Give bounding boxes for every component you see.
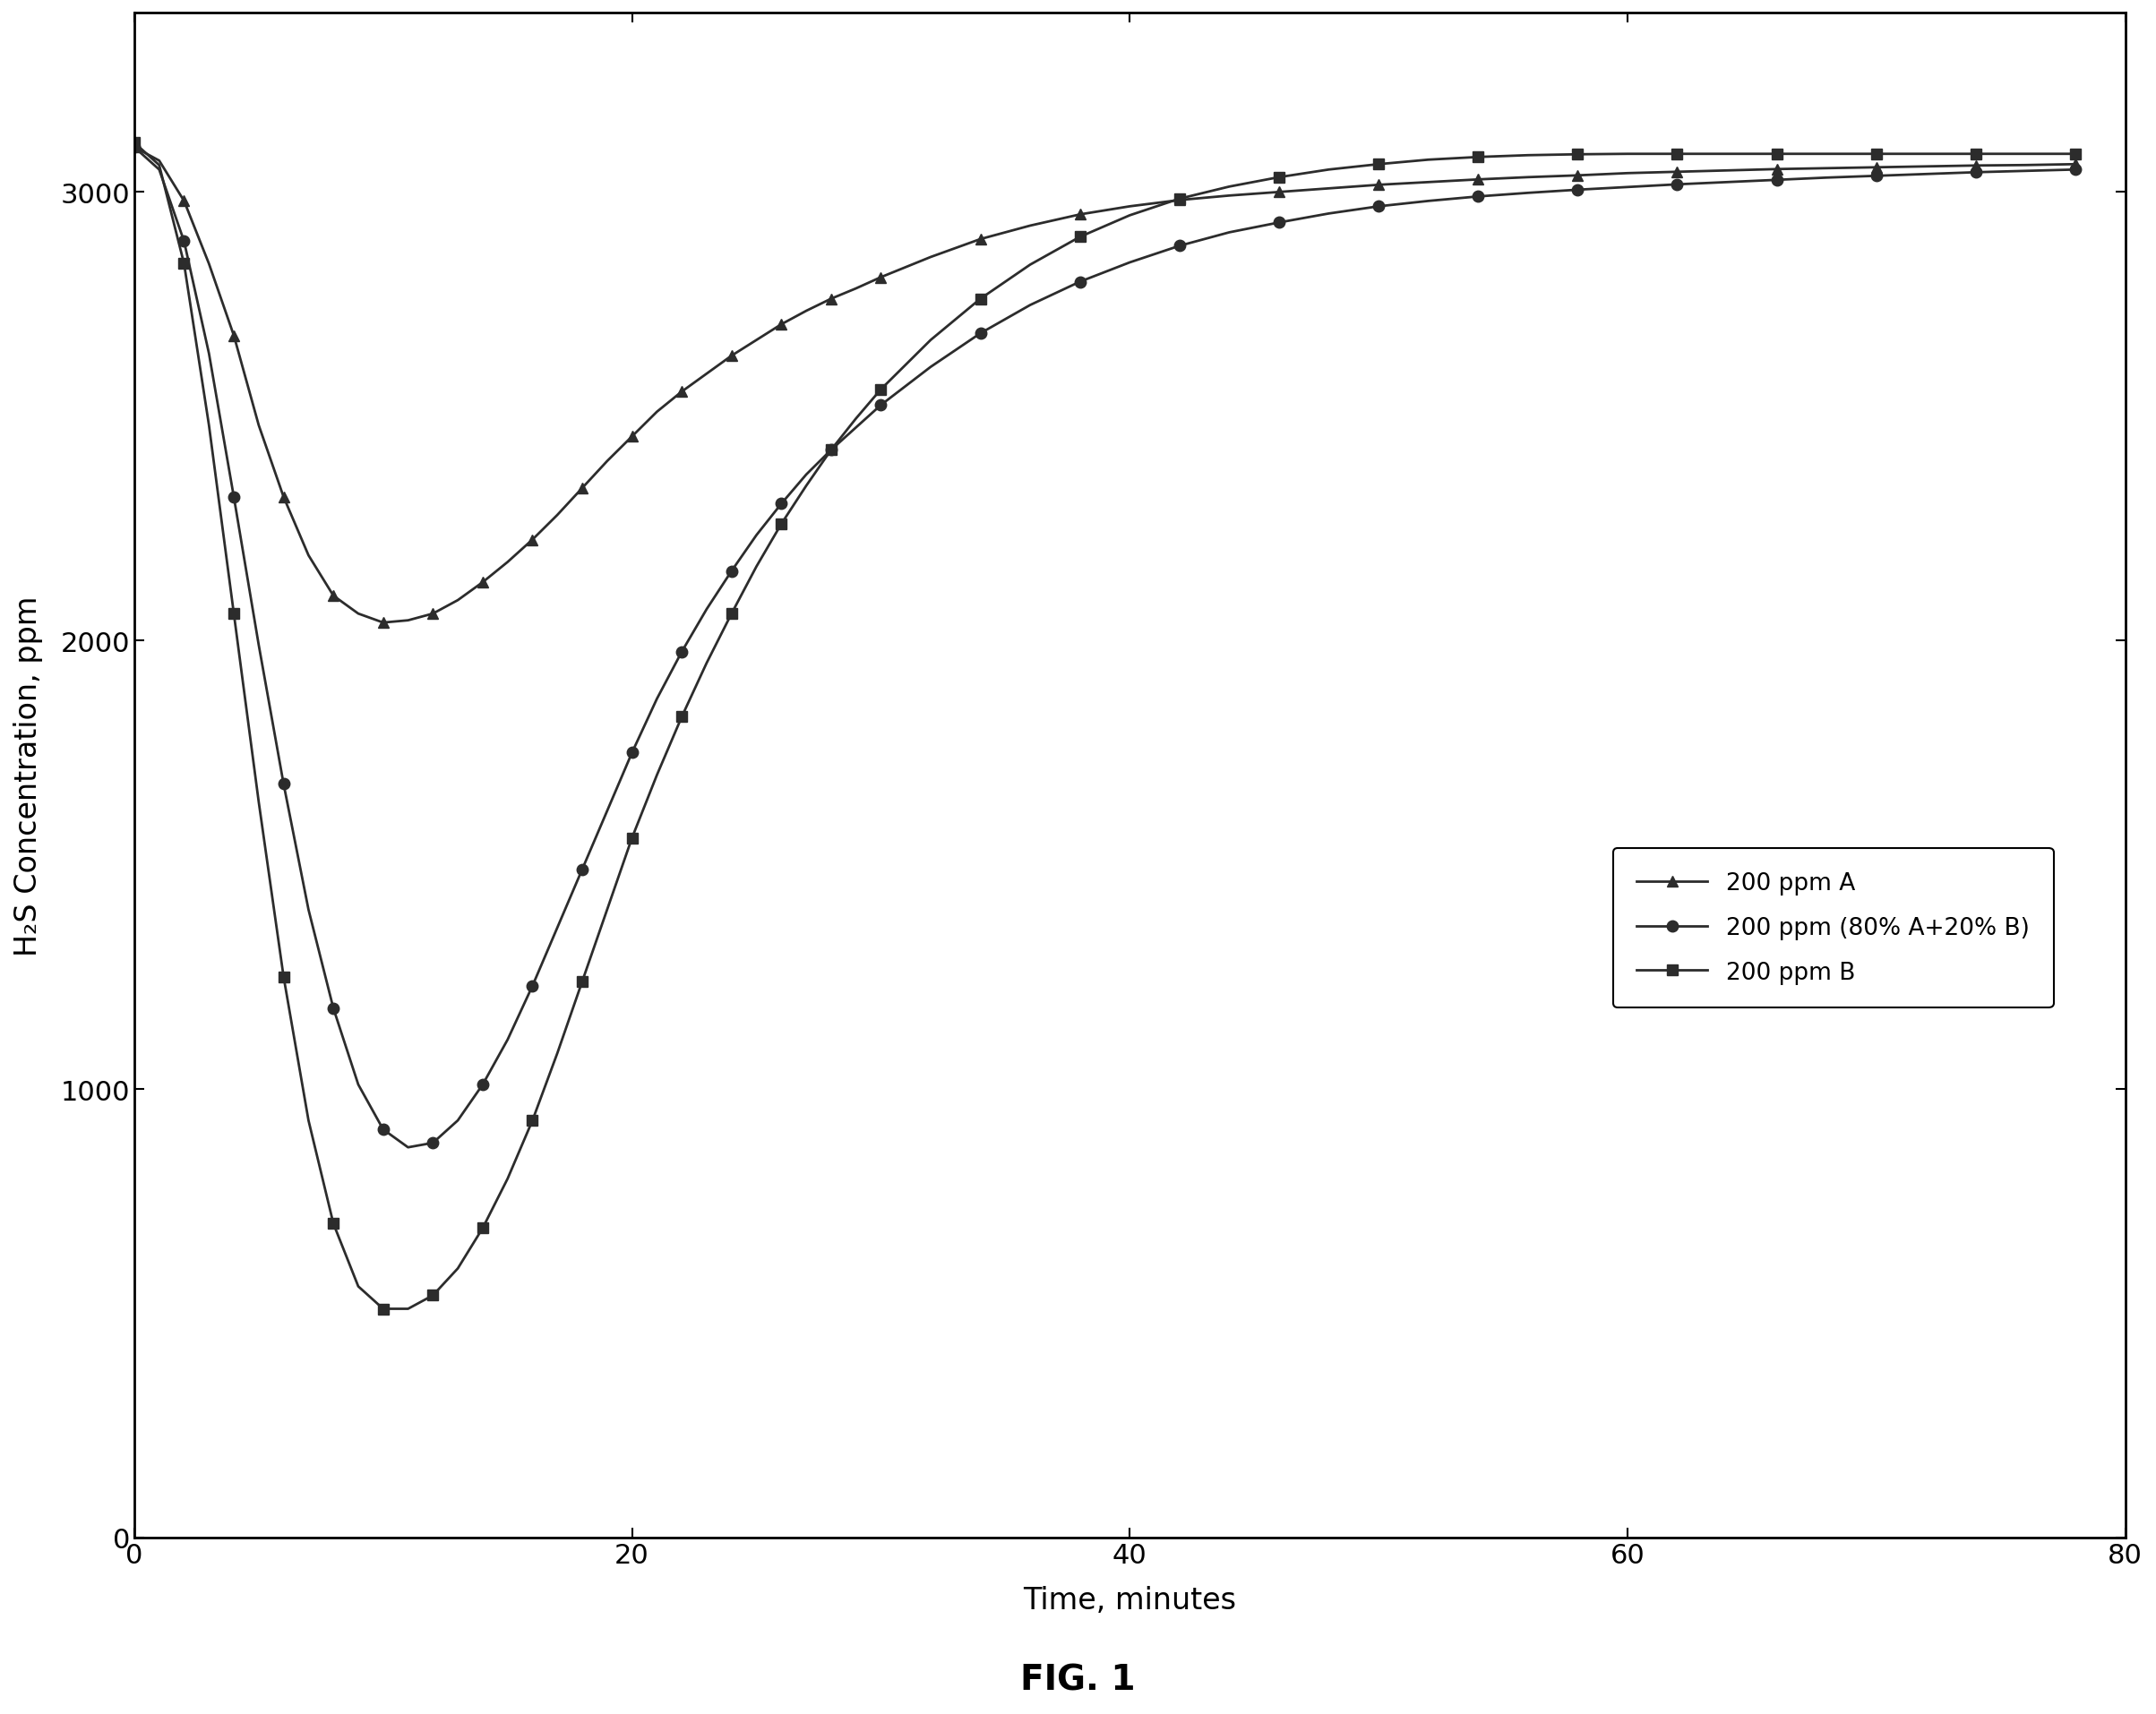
- 200 ppm B: [121, 134, 147, 154]
- Text: FIG. 1: FIG. 1: [1020, 1663, 1136, 1697]
- 200 ppm (80% A+20% B): [2014, 161, 2040, 182]
- 200 ppm B: [645, 764, 671, 785]
- 200 ppm B: [2063, 144, 2089, 165]
- 200 ppm (80% A+20% B): [272, 775, 298, 795]
- 200 ppm A: [2014, 156, 2040, 177]
- 200 ppm (80% A+20% B): [371, 1119, 397, 1140]
- 200 ppm (80% A+20% B): [121, 137, 147, 158]
- 200 ppm A: [371, 614, 397, 634]
- 200 ppm B: [371, 1299, 397, 1320]
- Y-axis label: H₂S Concentration, ppm: H₂S Concentration, ppm: [13, 595, 43, 956]
- 200 ppm A: [121, 137, 147, 158]
- Line: 200 ppm B: 200 ppm B: [129, 137, 2081, 1315]
- 200 ppm B: [272, 967, 298, 987]
- 200 ppm A: [1813, 159, 1839, 180]
- 200 ppm B: [395, 1299, 420, 1320]
- 200 ppm B: [470, 1219, 496, 1239]
- 200 ppm B: [2014, 144, 2040, 165]
- 200 ppm (80% A+20% B): [2063, 159, 2089, 180]
- 200 ppm B: [1813, 144, 1839, 165]
- Legend: 200 ppm A, 200 ppm (80% A+20% B), 200 ppm B: 200 ppm A, 200 ppm (80% A+20% B), 200 pp…: [1613, 848, 2055, 1008]
- Line: 200 ppm A: 200 ppm A: [129, 142, 2081, 629]
- 200 ppm A: [470, 572, 496, 593]
- 200 ppm (80% A+20% B): [645, 689, 671, 710]
- 200 ppm (80% A+20% B): [1813, 168, 1839, 189]
- X-axis label: Time, minutes: Time, minutes: [1024, 1585, 1235, 1615]
- 200 ppm A: [395, 610, 420, 631]
- 200 ppm (80% A+20% B): [395, 1138, 420, 1159]
- 200 ppm A: [272, 487, 298, 507]
- Line: 200 ppm (80% A+20% B): 200 ppm (80% A+20% B): [129, 142, 2081, 1154]
- 200 ppm A: [645, 403, 671, 423]
- 200 ppm (80% A+20% B): [470, 1075, 496, 1095]
- 200 ppm A: [2063, 154, 2089, 175]
